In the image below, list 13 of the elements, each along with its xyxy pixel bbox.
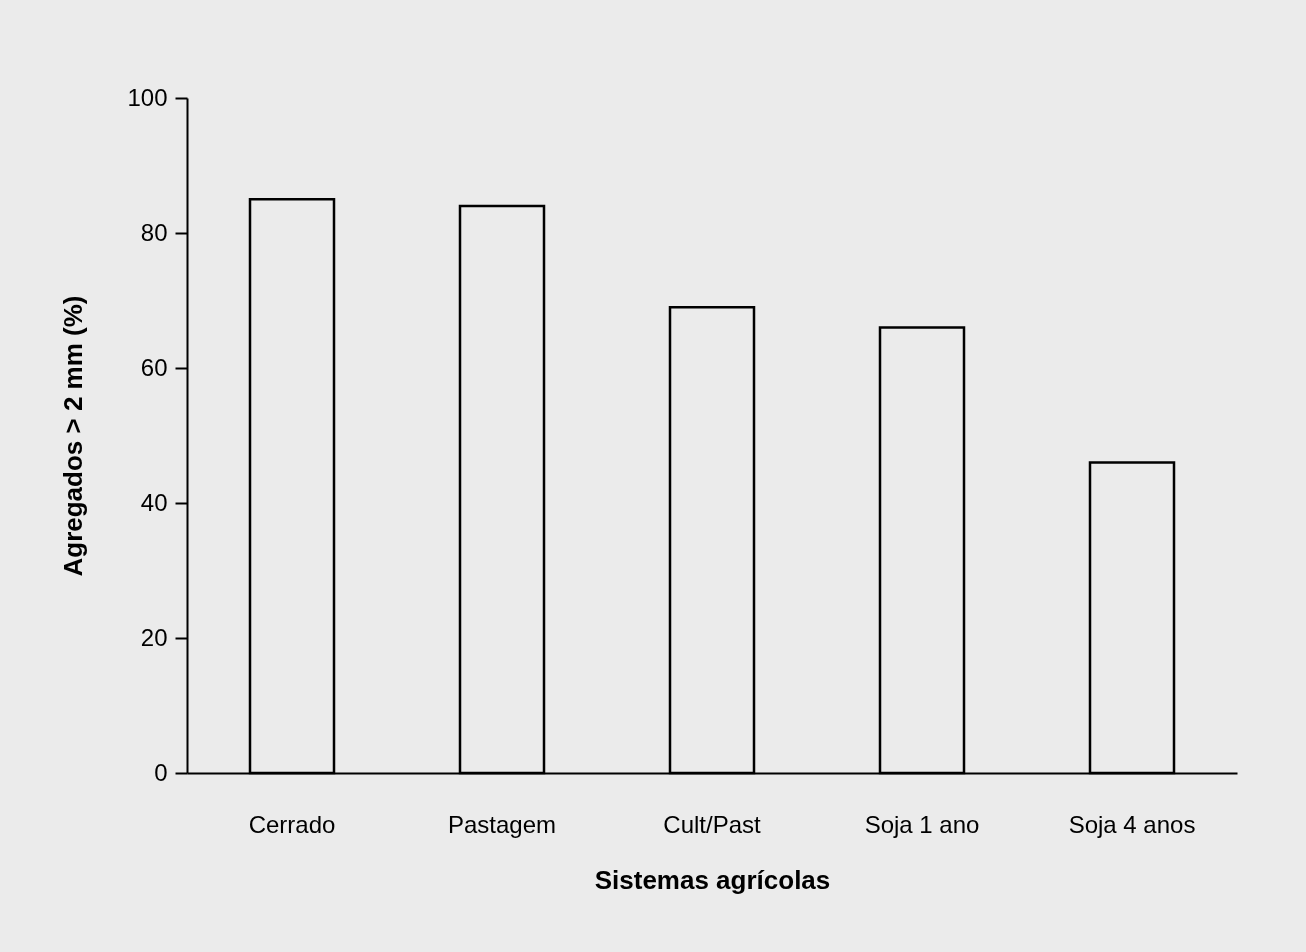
x-tick-label: Cult/Past bbox=[663, 810, 762, 838]
y-tick-label: 60 bbox=[140, 353, 168, 381]
x-axis-title: Sistemas agrícolas bbox=[594, 864, 831, 895]
x-tick-label: Pastagem bbox=[447, 810, 557, 838]
x-tick-label: Soja 1 ano bbox=[864, 810, 980, 838]
y-tick-label: 80 bbox=[140, 218, 168, 246]
y-axis-title: Agregados > 2 mm (%) bbox=[58, 295, 89, 577]
y-tick-label: 100 bbox=[127, 83, 168, 111]
y-tick-label: 0 bbox=[154, 758, 168, 786]
y-tick-label: 20 bbox=[140, 623, 168, 651]
x-tick-label: Soja 4 anos bbox=[1068, 810, 1196, 838]
y-tick-label: 40 bbox=[140, 488, 168, 516]
x-tick-label: Cerrado bbox=[248, 810, 336, 838]
